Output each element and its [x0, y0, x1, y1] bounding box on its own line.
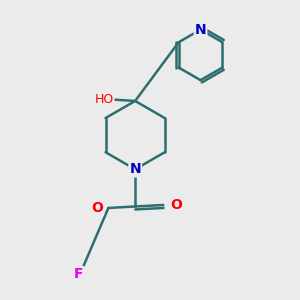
Text: N: N — [129, 162, 141, 176]
Text: N: N — [195, 22, 206, 37]
Text: HO: HO — [94, 93, 114, 106]
Text: O: O — [170, 198, 182, 212]
Text: O: O — [91, 201, 103, 215]
Text: F: F — [74, 267, 83, 281]
